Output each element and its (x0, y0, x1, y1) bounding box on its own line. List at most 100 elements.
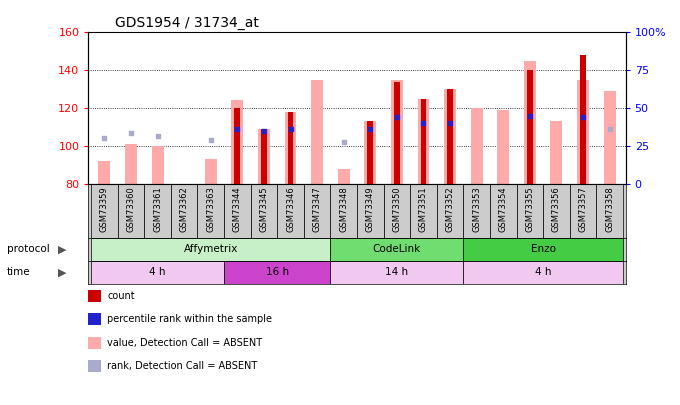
Point (258, 128, 269, 134)
Bar (447, 89, 453, 183)
Point (392, 114, 403, 121)
Bar (394, 81, 400, 183)
Bar (288, 112, 294, 183)
Text: GSM73358: GSM73358 (605, 186, 614, 232)
Bar (284, 112, 296, 183)
Text: GSM73363: GSM73363 (206, 186, 216, 232)
Point (126, 129, 137, 136)
Bar (543, 183, 570, 238)
Bar (497, 110, 509, 183)
Point (205, 137, 216, 143)
Text: 4 h: 4 h (150, 267, 166, 277)
Bar (125, 144, 137, 183)
Bar (311, 80, 323, 183)
Bar (410, 183, 437, 238)
Bar (235, 108, 240, 183)
Bar (258, 129, 270, 183)
Bar (524, 61, 536, 183)
Bar (580, 55, 586, 183)
Bar (205, 159, 217, 183)
Bar (91, 238, 330, 261)
Bar (463, 183, 490, 238)
Bar (577, 80, 589, 183)
Bar (330, 183, 357, 238)
Bar (171, 183, 197, 238)
Text: GSM73361: GSM73361 (153, 186, 162, 232)
Point (232, 126, 243, 132)
Bar (551, 121, 562, 183)
Text: GSM73353: GSM73353 (472, 186, 481, 232)
Text: GSM73344: GSM73344 (233, 186, 242, 232)
Bar (330, 238, 463, 261)
Text: GSM73356: GSM73356 (552, 186, 561, 232)
Point (338, 139, 349, 145)
Text: GDS1954 / 31734_at: GDS1954 / 31734_at (116, 16, 259, 30)
Bar (144, 183, 171, 238)
Text: GSM73347: GSM73347 (313, 186, 322, 232)
Bar (152, 146, 163, 183)
Bar (330, 261, 463, 283)
Bar (197, 183, 224, 238)
Point (365, 126, 376, 132)
Text: GSM73359: GSM73359 (100, 186, 109, 232)
Text: GSM73354: GSM73354 (498, 186, 508, 232)
Point (524, 112, 535, 119)
Text: 16 h: 16 h (266, 267, 289, 277)
Point (418, 120, 429, 126)
Text: GSM73349: GSM73349 (366, 186, 375, 232)
Bar (364, 121, 376, 183)
Bar (224, 261, 330, 283)
Bar (91, 261, 224, 283)
Text: Enzo: Enzo (530, 245, 556, 254)
Text: rank, Detection Call = ABSENT: rank, Detection Call = ABSENT (107, 361, 258, 371)
Bar (384, 183, 410, 238)
Point (285, 126, 296, 132)
Bar (304, 183, 330, 238)
Bar (604, 91, 615, 183)
Text: GSM73352: GSM73352 (445, 186, 454, 232)
Bar (231, 100, 243, 183)
Bar (596, 183, 623, 238)
Bar (367, 121, 373, 183)
Point (577, 114, 588, 121)
Bar (391, 80, 403, 183)
Bar (357, 183, 384, 238)
Text: GSM73362: GSM73362 (180, 186, 188, 232)
Text: ▶: ▶ (58, 245, 67, 254)
Text: percentile rank within the sample: percentile rank within the sample (107, 314, 273, 324)
Text: GSM73355: GSM73355 (526, 186, 534, 232)
Text: GSM73360: GSM73360 (126, 186, 135, 232)
Text: count: count (107, 291, 135, 301)
Bar (444, 89, 456, 183)
Text: GSM73357: GSM73357 (579, 186, 588, 232)
Text: time: time (7, 267, 31, 277)
Bar (251, 183, 277, 238)
Point (152, 133, 163, 140)
Bar (420, 98, 426, 183)
Bar (517, 183, 543, 238)
Bar (224, 183, 251, 238)
Text: value, Detection Call = ABSENT: value, Detection Call = ABSENT (107, 338, 262, 347)
Text: protocol: protocol (7, 245, 50, 254)
Text: GSM73346: GSM73346 (286, 186, 295, 232)
Bar (261, 129, 267, 183)
Bar (463, 261, 623, 283)
Bar (437, 183, 463, 238)
Text: 4 h: 4 h (535, 267, 551, 277)
Text: GSM73350: GSM73350 (392, 186, 401, 232)
Bar (118, 183, 144, 238)
Text: GSM73351: GSM73351 (419, 186, 428, 232)
Text: CodeLink: CodeLink (373, 245, 421, 254)
Text: ▶: ▶ (58, 267, 67, 277)
Text: 14 h: 14 h (386, 267, 409, 277)
Bar (338, 168, 350, 183)
Text: Affymetrix: Affymetrix (184, 245, 238, 254)
Point (605, 126, 615, 132)
Bar (418, 98, 430, 183)
Text: GSM73345: GSM73345 (260, 186, 269, 232)
Bar (490, 183, 517, 238)
Bar (463, 238, 623, 261)
Bar (527, 70, 533, 183)
Text: GSM73348: GSM73348 (339, 186, 348, 232)
Bar (471, 108, 483, 183)
